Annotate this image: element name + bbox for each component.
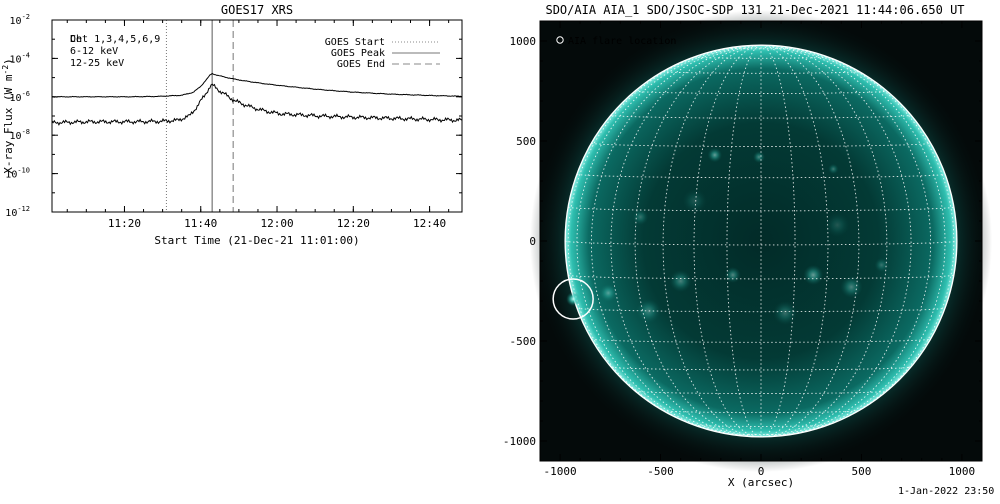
grid-parallel bbox=[576, 173, 946, 179]
goes-x-tick-label: 11:20 bbox=[108, 217, 141, 230]
solar-limb bbox=[564, 44, 958, 438]
solar-disk-image bbox=[529, 9, 993, 473]
active-region-glow bbox=[803, 264, 824, 286]
aia-x-tick-label: 0 bbox=[758, 465, 765, 478]
goes-x-tick-label: 12:00 bbox=[260, 217, 293, 230]
goes-y-axis-label: X-ray Flux (W m-2) bbox=[1, 58, 15, 174]
active-region-glow bbox=[682, 188, 707, 214]
active-region-glow bbox=[825, 212, 850, 238]
grid-meridian bbox=[760, 45, 932, 437]
aia-x-tick-label: -500 bbox=[647, 465, 674, 478]
aia-x-axis-label: X (arcsec) bbox=[728, 476, 794, 489]
event-markers bbox=[165, 20, 234, 212]
grid-meridian bbox=[590, 45, 762, 437]
aia-x-tick-label: -1000 bbox=[544, 465, 577, 478]
active-region-glow bbox=[840, 275, 863, 299]
grid-meridian bbox=[610, 45, 762, 437]
aia-y-axis: 1000 500 0 -500 -1000 bbox=[503, 35, 982, 448]
grid-parallel bbox=[662, 71, 860, 74]
active-region-glow bbox=[636, 298, 661, 324]
flare-bright-kernel bbox=[566, 292, 581, 306]
aia-y-tick-label: 500 bbox=[516, 135, 536, 148]
goes-y-tick-label: 10-12 bbox=[5, 205, 30, 219]
aia-x-tick-label: 1000 bbox=[949, 465, 976, 478]
goes-y-tick-label: 10-2 bbox=[10, 13, 30, 27]
solar-disk bbox=[565, 45, 957, 437]
flare-legend-symbol bbox=[556, 36, 564, 44]
aia-image-chart: SDO/AIA AIA_1 SDO/JSOC-SDP 131 21-Dec-20… bbox=[503, 3, 993, 489]
grid-meridian bbox=[760, 45, 955, 437]
goes-y-tick-label: 10-8 bbox=[10, 128, 30, 142]
active-region-glow bbox=[828, 163, 839, 175]
aia-x-axis: -1000 -500 0 500 1000 bbox=[544, 21, 976, 478]
legend-entry-label: GOES Start bbox=[325, 37, 385, 48]
active-region-glow bbox=[874, 257, 889, 273]
active-region-glow bbox=[669, 269, 692, 293]
grid-meridian bbox=[760, 45, 829, 437]
grid-parallel bbox=[567, 274, 955, 280]
grid-parallel bbox=[663, 410, 859, 414]
grid-meridian bbox=[634, 45, 762, 437]
channel-label: Det 1,3,4,5,6,9 bbox=[70, 34, 160, 45]
flux-series-group bbox=[52, 72, 462, 126]
channel-label: 12-25 keV bbox=[70, 58, 124, 69]
plot-timestamp: 1-Jan-2022 23:50 bbox=[898, 486, 995, 497]
grid-parallel bbox=[567, 206, 955, 212]
grid-parallel bbox=[635, 390, 887, 394]
aia-y-tick-label: 0 bbox=[529, 235, 536, 248]
grid-meridian bbox=[726, 45, 762, 437]
grid-parallel bbox=[610, 366, 912, 371]
active-region-glow bbox=[707, 147, 723, 163]
grid-meridian bbox=[662, 45, 762, 437]
legend-entry-label: GOES Peak bbox=[331, 48, 385, 59]
active-region-glow bbox=[599, 283, 618, 303]
goes-x-axis-label: Start Time (21-Dec-21 11:01:00) bbox=[154, 234, 359, 247]
goes-x-tick-label: 12:20 bbox=[337, 217, 370, 230]
aia-y-tick-label: 1000 bbox=[510, 35, 537, 48]
flare-legend-label: AIA flare location bbox=[568, 36, 676, 47]
active-region-glow bbox=[632, 208, 649, 226]
goes-y-tick-label: 10-10 bbox=[5, 167, 30, 181]
grid-parallel bbox=[565, 240, 957, 246]
goes-x-tick-label: 11:40 bbox=[184, 217, 217, 230]
grid-meridian bbox=[576, 45, 762, 437]
goes-x-tick-label: 12:40 bbox=[413, 217, 446, 230]
channel-label-overlay: Ch bbox=[70, 34, 82, 45]
grid-parallel bbox=[591, 142, 931, 147]
grid-meridian bbox=[760, 45, 796, 437]
grid-meridian bbox=[760, 45, 912, 437]
grid-meridian bbox=[760, 45, 946, 437]
flux-series-line-1 bbox=[52, 72, 462, 98]
flux-series-line-2 bbox=[52, 83, 462, 126]
grid-meridian bbox=[760, 45, 860, 437]
goes-chart-title: GOES17 XRS bbox=[221, 3, 293, 17]
goes-y-axis: 10-2 10-4 10-6 10-8 10-10 10-12 bbox=[5, 13, 462, 219]
channel-label: 6-12 keV bbox=[70, 46, 118, 57]
legend-entry-label: GOES End bbox=[337, 59, 385, 70]
grid-meridian bbox=[693, 45, 762, 437]
grid-meridian bbox=[760, 45, 888, 437]
grid-meridian bbox=[567, 45, 762, 437]
active-region-glow bbox=[773, 300, 798, 326]
aia-x-tick-label: 500 bbox=[852, 465, 872, 478]
active-region-glow bbox=[752, 150, 766, 164]
aia-y-tick-label: -500 bbox=[510, 335, 537, 348]
goes-x-axis: 11:20 11:40 12:00 12:20 12:40 bbox=[66, 20, 450, 230]
goes-y-tick-label: 10-6 bbox=[10, 90, 30, 104]
goes-y-tick-label: 10-4 bbox=[10, 51, 30, 65]
active-regions bbox=[599, 147, 889, 326]
aia-y-tick-label: -1000 bbox=[503, 435, 536, 448]
flare-location-marker bbox=[552, 278, 594, 320]
grid-parallel bbox=[693, 56, 829, 59]
aia-legend: AIA flare location bbox=[556, 36, 676, 47]
